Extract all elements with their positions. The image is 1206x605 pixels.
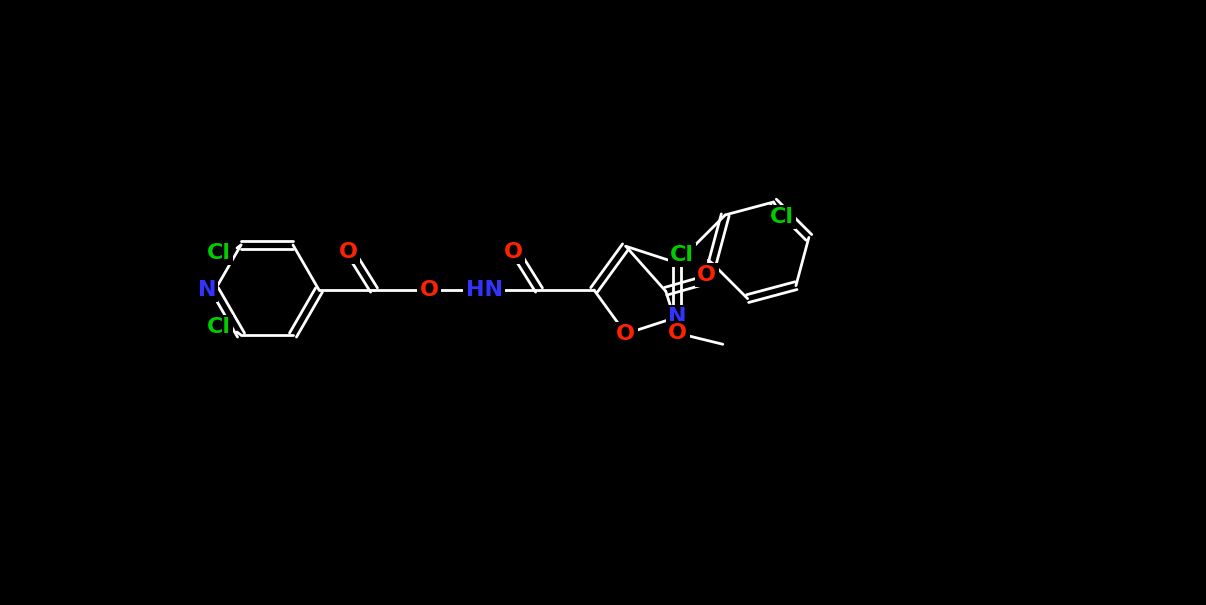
- Text: Cl: Cl: [671, 245, 695, 265]
- Text: Cl: Cl: [769, 207, 794, 227]
- Text: O: O: [339, 242, 357, 262]
- Text: HN: HN: [466, 280, 503, 300]
- Text: Cl: Cl: [207, 317, 232, 337]
- Text: O: O: [503, 242, 522, 262]
- Text: N: N: [198, 280, 216, 300]
- Text: Cl: Cl: [207, 243, 232, 263]
- Text: N: N: [668, 307, 686, 327]
- Text: O: O: [668, 323, 687, 343]
- Text: O: O: [697, 265, 716, 285]
- Text: O: O: [616, 324, 636, 344]
- Text: O: O: [420, 280, 439, 300]
